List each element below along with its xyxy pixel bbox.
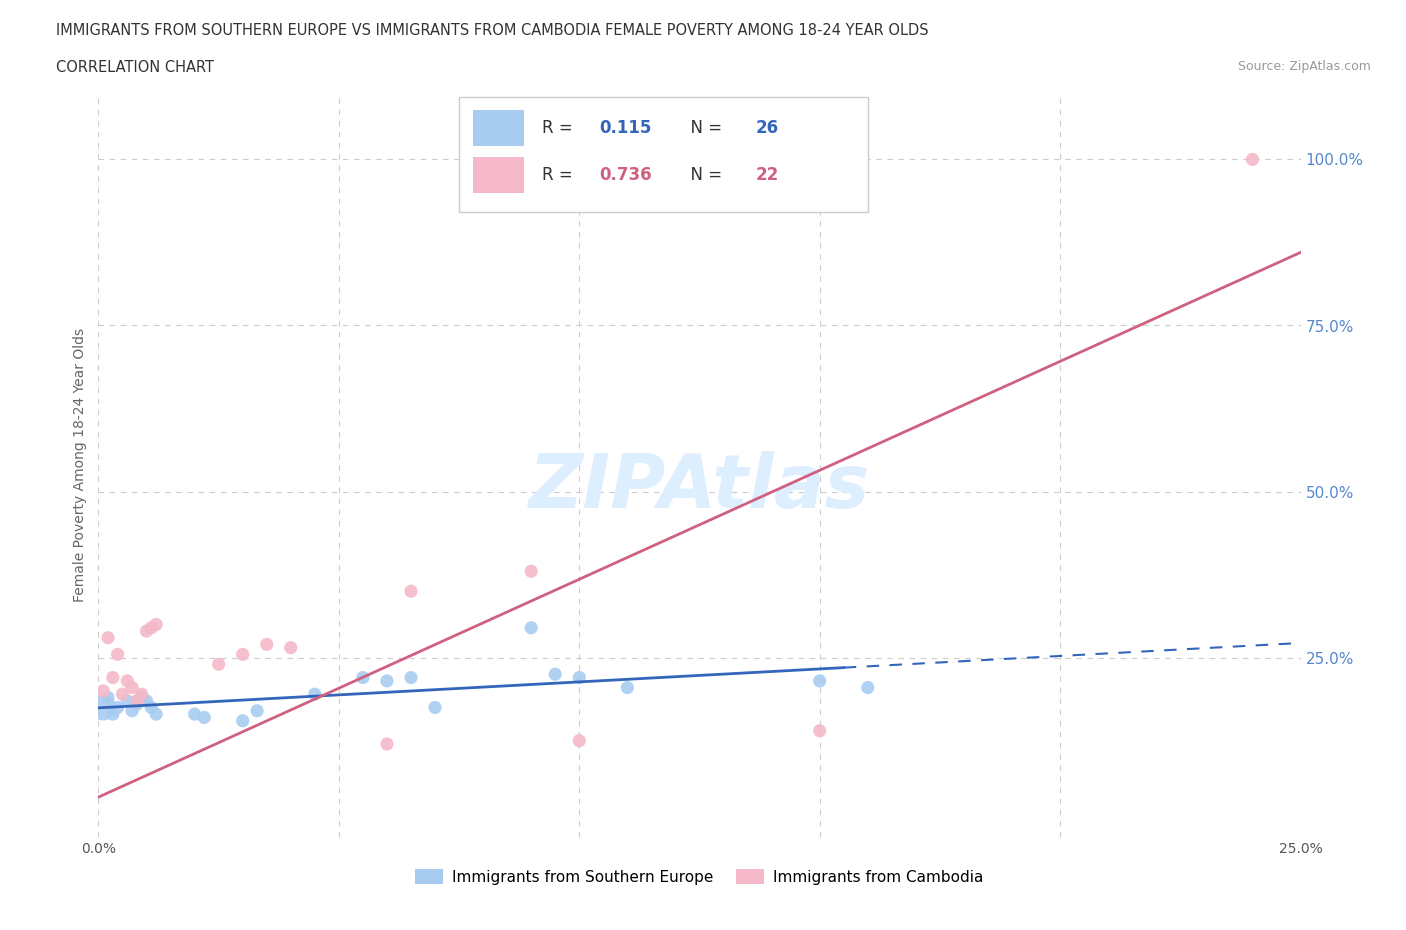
Point bbox=[246, 703, 269, 718]
Bar bbox=[474, 157, 524, 193]
Point bbox=[232, 713, 254, 728]
Point bbox=[117, 673, 139, 688]
Text: R =: R = bbox=[541, 166, 578, 184]
Point bbox=[304, 686, 326, 701]
Point bbox=[183, 707, 205, 722]
Point bbox=[856, 680, 879, 695]
Text: 0.115: 0.115 bbox=[600, 119, 652, 137]
Point bbox=[145, 707, 167, 722]
Point bbox=[97, 690, 120, 705]
Point bbox=[131, 690, 153, 705]
Text: ZIPAtlas: ZIPAtlas bbox=[529, 451, 870, 524]
Legend: Immigrants from Southern Europe, Immigrants from Cambodia: Immigrants from Southern Europe, Immigra… bbox=[408, 862, 991, 893]
Point bbox=[141, 700, 163, 715]
Point bbox=[101, 671, 124, 685]
Point bbox=[125, 694, 148, 709]
Point bbox=[399, 584, 422, 599]
Point bbox=[520, 564, 543, 578]
Point bbox=[145, 617, 167, 631]
Text: Source: ZipAtlas.com: Source: ZipAtlas.com bbox=[1237, 60, 1371, 73]
Point bbox=[107, 700, 129, 715]
Point bbox=[520, 620, 543, 635]
Point bbox=[91, 700, 114, 715]
Point bbox=[375, 737, 398, 751]
Text: N =: N = bbox=[681, 119, 728, 137]
Point bbox=[208, 657, 231, 671]
Point bbox=[423, 700, 446, 715]
Point bbox=[193, 710, 215, 724]
Text: N =: N = bbox=[681, 166, 728, 184]
Point bbox=[256, 637, 278, 652]
Point bbox=[141, 620, 163, 635]
Point bbox=[568, 671, 591, 685]
Point bbox=[399, 671, 422, 685]
Text: CORRELATION CHART: CORRELATION CHART bbox=[56, 60, 214, 75]
Point bbox=[125, 697, 148, 711]
Point bbox=[91, 684, 114, 698]
Text: IMMIGRANTS FROM SOUTHERN EUROPE VS IMMIGRANTS FROM CAMBODIA FEMALE POVERTY AMONG: IMMIGRANTS FROM SOUTHERN EUROPE VS IMMIG… bbox=[56, 23, 929, 38]
Point bbox=[544, 667, 567, 682]
Point bbox=[131, 686, 153, 701]
Point bbox=[280, 640, 302, 655]
Point bbox=[107, 647, 129, 662]
Point bbox=[101, 707, 124, 722]
Text: 26: 26 bbox=[756, 119, 779, 137]
Point bbox=[117, 694, 139, 709]
FancyBboxPatch shape bbox=[458, 97, 868, 212]
Point bbox=[111, 686, 134, 701]
Point bbox=[568, 733, 591, 748]
Point bbox=[135, 694, 157, 709]
Bar bbox=[474, 110, 524, 146]
Point bbox=[808, 724, 831, 738]
Point bbox=[97, 631, 120, 645]
Y-axis label: Female Poverty Among 18-24 Year Olds: Female Poverty Among 18-24 Year Olds bbox=[73, 328, 87, 602]
Point bbox=[121, 680, 143, 695]
Point bbox=[375, 673, 398, 688]
Text: 0.736: 0.736 bbox=[600, 166, 652, 184]
Point bbox=[1241, 152, 1264, 166]
Point bbox=[808, 673, 831, 688]
Text: R =: R = bbox=[541, 119, 578, 137]
Point bbox=[121, 703, 143, 718]
Point bbox=[135, 624, 157, 639]
Point bbox=[232, 647, 254, 662]
Point bbox=[616, 680, 638, 695]
Point bbox=[352, 671, 374, 685]
Text: 22: 22 bbox=[756, 166, 779, 184]
